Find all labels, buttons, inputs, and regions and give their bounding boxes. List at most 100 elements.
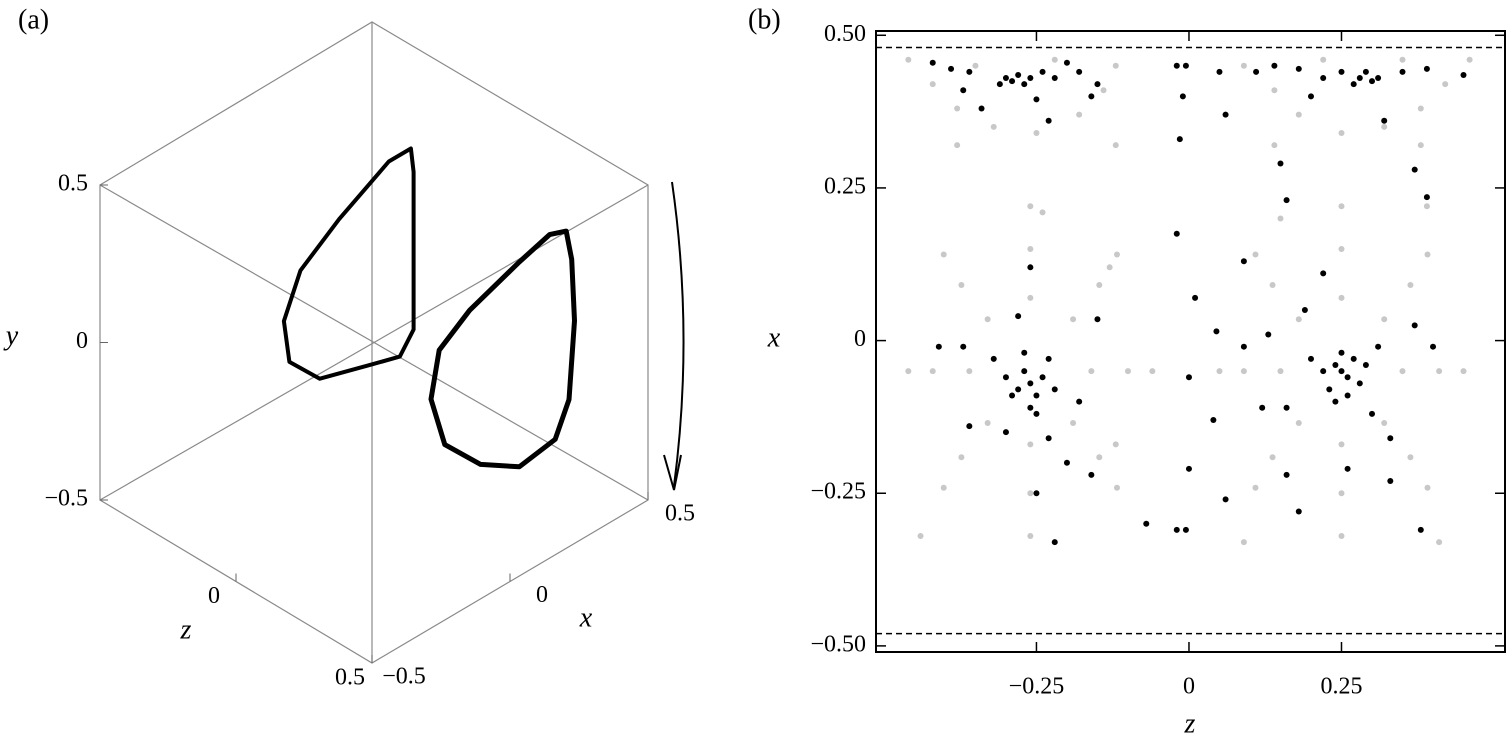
point [1369,78,1376,85]
cube-edge [99,184,649,501]
panel-b: (b) x z 0.50 0.25 0 −0.25 −0.50 −0.25 0 0.25 [748,4,1506,739]
point [1009,392,1016,399]
point [958,282,965,289]
point [1002,374,1009,381]
x-tick-label: 0.5 [665,501,695,527]
point [1027,404,1034,411]
point [1027,441,1034,448]
point [1423,194,1430,201]
point [1051,56,1058,63]
point [990,123,997,130]
axis-label: y [3,320,19,351]
point [1338,129,1345,136]
point [1210,416,1217,423]
point [1213,328,1220,335]
point [1320,368,1327,375]
arrow-head [663,454,682,491]
point [978,105,985,112]
point [1021,81,1028,88]
point [1192,294,1199,301]
point [1271,142,1278,149]
point [1033,129,1040,136]
point [1295,111,1302,118]
rotation-arrow [671,181,685,487]
point [1176,136,1183,143]
point [1045,117,1052,124]
point [1399,68,1406,75]
panel-a: (a) y z x 0.5 0 −0.5 −0.5 0 0.5 0 0.5 [3,4,695,690]
point [1240,258,1247,265]
point [984,420,991,427]
point [966,68,973,75]
point [1283,471,1290,478]
point [1295,316,1302,323]
point [1466,56,1473,63]
point [1417,526,1424,533]
point [1326,386,1333,393]
point [1369,410,1376,417]
point [1015,386,1022,393]
point [1271,87,1278,94]
point [1424,251,1431,258]
point [940,251,947,258]
point [1442,81,1449,88]
point [1027,264,1034,271]
point [1088,368,1095,375]
point [1143,520,1150,527]
point [1094,316,1101,323]
x-tick-label: 0.25 [1320,674,1362,700]
point [1216,68,1223,75]
point [1033,490,1040,497]
point [1185,465,1192,472]
point [966,368,973,375]
x-tick-label: −0.25 [1009,674,1065,700]
point [1277,160,1284,167]
point [1051,539,1058,546]
point [1112,441,1119,448]
point [1417,142,1424,149]
point [1350,355,1357,362]
point [1320,75,1327,82]
y-tick-label: −0.25 [810,479,866,505]
point [1387,478,1394,485]
point [1173,62,1180,69]
point [1033,96,1040,103]
point [1222,496,1229,503]
point [1027,294,1034,301]
point [1112,62,1119,69]
point [1375,75,1382,82]
point [1096,454,1103,461]
point [1301,307,1308,314]
point [1338,349,1345,356]
point [1344,374,1351,381]
point [1338,68,1345,75]
point [1283,404,1290,411]
point [1015,71,1022,78]
point [1027,75,1034,82]
point [1240,62,1247,69]
point [958,454,965,461]
point [1039,374,1046,381]
point [1106,264,1113,271]
point [1344,465,1351,472]
point [1112,142,1119,149]
point [1381,117,1388,124]
point [1307,93,1314,100]
axis-label: z [1184,708,1196,739]
panel-label: (a) [18,4,49,35]
y-tick-label: 0 [76,328,88,354]
point [905,56,912,63]
point [1436,368,1443,375]
point [1332,362,1339,369]
point [1375,343,1382,350]
point [1124,368,1131,375]
orbit-loop [428,228,577,470]
point [1436,539,1443,546]
point [1338,441,1345,448]
point [1460,368,1467,375]
point [1033,410,1040,417]
point [1027,203,1034,210]
point [1063,459,1070,466]
point [1253,68,1260,75]
point [1002,429,1009,436]
